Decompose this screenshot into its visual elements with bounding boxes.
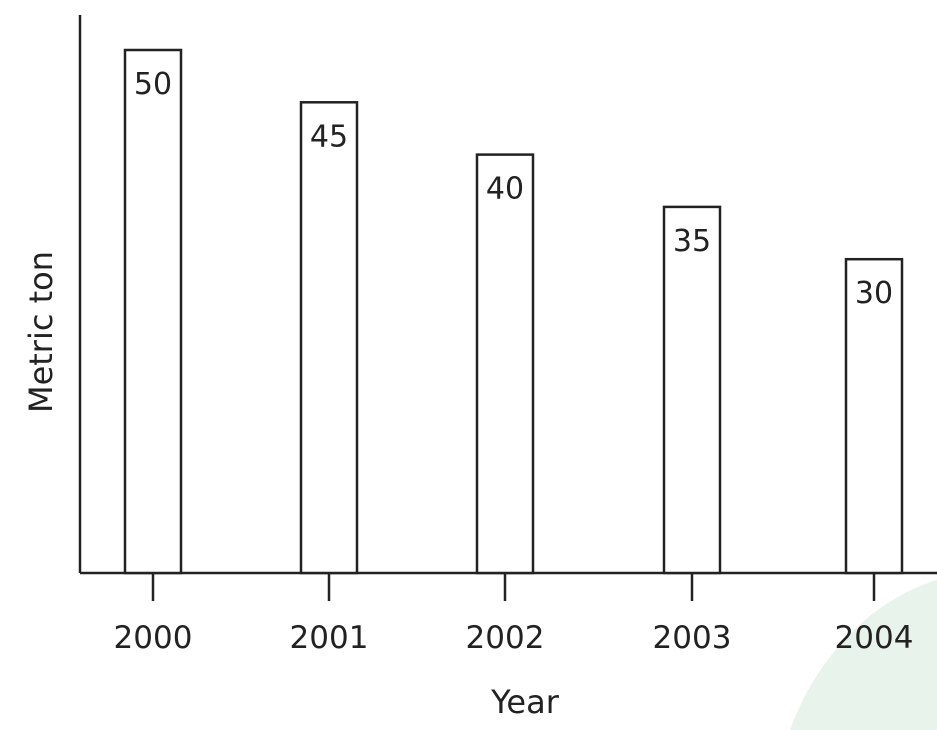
x-tick-label-2000: 2000 bbox=[114, 620, 193, 656]
corner-decoration bbox=[790, 580, 937, 730]
y-axis-title: Metric ton bbox=[22, 251, 60, 413]
bar-2004 bbox=[844, 257, 904, 575]
bar-2003 bbox=[662, 205, 722, 575]
bars-group bbox=[123, 48, 904, 575]
data-label-2001: 45 bbox=[310, 119, 348, 154]
x-axis-title: Year bbox=[490, 683, 560, 721]
x-tick-label-2003: 2003 bbox=[653, 620, 732, 656]
x-tick-label-2001: 2001 bbox=[290, 620, 369, 656]
x-tick-labels-group: 2000 2001 2002 2003 2004 bbox=[114, 620, 914, 656]
x-tick-label-2004: 2004 bbox=[835, 620, 914, 656]
data-label-2002: 40 bbox=[486, 172, 524, 207]
data-label-2003: 35 bbox=[673, 224, 711, 259]
data-labels-group: 50 45 40 35 30 bbox=[134, 67, 893, 311]
bar-2001 bbox=[299, 101, 359, 575]
data-label-2004: 30 bbox=[855, 276, 893, 311]
x-tick-label-2002: 2002 bbox=[466, 620, 545, 656]
data-label-2000: 50 bbox=[134, 67, 172, 102]
x-ticks-group bbox=[151, 573, 876, 601]
bar-2002 bbox=[475, 153, 535, 575]
bar-2000 bbox=[123, 48, 183, 575]
